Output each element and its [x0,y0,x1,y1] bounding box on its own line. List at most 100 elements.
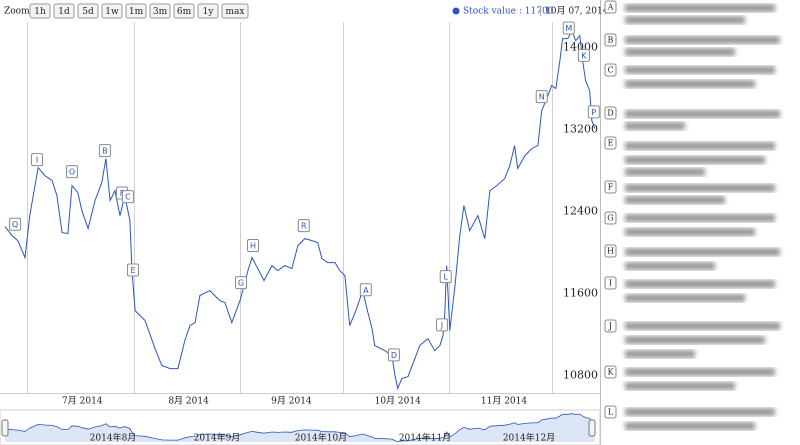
annotation-label[interactable]: I [36,156,38,165]
sidebar-letter[interactable]: B [608,36,614,45]
navigator-handle[interactable] [588,419,596,437]
sidebar-marker[interactable] [604,33,617,47]
sidebar-letter[interactable]: C [607,66,613,75]
annotation-label[interactable]: O [69,168,75,177]
zoom-button-label[interactable]: 1h [34,7,46,17]
annotation-flag[interactable] [297,219,310,233]
annotation-label[interactable]: R [301,222,307,231]
annotation-flag[interactable] [121,190,134,204]
zoom-button-label[interactable]: 1y [203,7,215,17]
blurred-text [625,262,715,270]
blurred-text [625,322,780,330]
blurred-text [625,228,755,236]
zoom-button-label[interactable]: max [226,7,245,17]
annotation-flag[interactable] [66,165,78,179]
zoom-button[interactable] [53,3,75,19]
annotation-flag[interactable] [31,153,44,167]
blurred-text [625,214,775,222]
annotation-flag[interactable] [9,217,22,231]
annotation-label[interactable]: D [391,351,397,360]
blurred-text [625,36,780,44]
annotation-label[interactable]: H [250,242,256,251]
sidebar-letter[interactable]: I [609,279,612,288]
annotation-label[interactable]: J [440,321,443,330]
sidebar-letter[interactable]: D [607,109,613,118]
annotation-flag[interactable] [439,270,452,284]
annotation-label[interactable]: N [539,93,545,102]
navigator-handle[interactable] [1,419,9,437]
annotation-label[interactable]: C [125,193,131,202]
blurred-text [625,156,765,164]
zoom-button-label[interactable]: 1w [105,7,119,17]
blurred-text [625,16,745,24]
sidebar-letter[interactable]: E [608,139,614,148]
zoom-button[interactable] [221,3,249,19]
zoom-button[interactable] [77,3,99,19]
annotation-flag[interactable] [577,48,590,62]
annotation-flag[interactable] [387,348,400,362]
sidebar-marker[interactable] [604,180,617,194]
blurred-text [625,280,775,288]
blurred-text [625,422,755,430]
blurred-text [625,408,775,416]
annotation-label[interactable]: L [443,273,448,282]
sidebar-letter[interactable]: G [607,214,613,223]
sidebar-marker[interactable] [604,276,617,290]
sidebar-letter[interactable]: H [607,247,614,256]
blurred-text [625,80,755,88]
sidebar-marker[interactable] [604,63,617,77]
sidebar-marker[interactable] [604,106,617,120]
sidebar-marker[interactable] [604,405,617,419]
zoom-button[interactable] [101,3,123,19]
sidebar-letter[interactable]: L [608,408,614,417]
blurred-text [625,248,780,256]
annotation-flag[interactable] [127,263,140,277]
annotation-flag[interactable] [587,105,600,119]
zoom-button[interactable] [125,3,147,19]
annotation-label[interactable]: K [581,51,587,60]
sidebar-letter[interactable]: A [607,3,614,12]
sidebar-letter[interactable]: K [608,368,615,377]
annotation-flag[interactable] [359,283,372,297]
zoom-button-label[interactable]: 1m [129,7,144,17]
annotation-label[interactable]: Q [12,220,18,229]
annotation-flag[interactable] [535,90,548,104]
zoom-button[interactable] [149,3,171,19]
annotation-flag[interactable] [98,144,111,158]
annotation-label[interactable]: M [565,24,572,33]
legend-date: 10月 07, 2014 [545,6,609,17]
blurred-text [625,66,775,74]
sidebar-marker[interactable] [604,319,617,333]
annotation-label[interactable]: A [363,286,369,295]
annotation-label[interactable]: P [591,108,596,117]
sidebar-letter[interactable]: J [608,322,612,331]
zoom-button-label[interactable]: 3m [153,7,168,17]
sidebar-marker[interactable] [604,365,617,379]
sidebar-marker[interactable] [604,244,617,258]
blurred-text [625,196,725,204]
annotation-flag[interactable] [247,239,260,253]
blurred-text [625,350,695,358]
annotation-flag[interactable] [235,276,248,290]
blurred-text [625,110,780,118]
sidebar-marker[interactable] [604,0,617,14]
zoom-button-label[interactable]: 5d [82,7,94,17]
sidebar-letter[interactable]: F [608,183,614,192]
annotation-flag[interactable] [435,318,448,332]
blurred-text [625,48,735,56]
navigator-label: 2014年12月 [503,432,555,444]
zoom-button-label[interactable]: 1d [58,7,70,17]
navigator-label: 2014年9月 [194,432,241,444]
annotation-label[interactable]: G [238,279,244,288]
annotation-flag[interactable] [562,21,575,35]
zoom-button-label[interactable]: 6m [177,7,192,17]
blurred-text [625,4,775,12]
sidebar-marker[interactable] [604,211,617,225]
zoom-button[interactable] [197,3,219,19]
zoom-button[interactable] [173,3,195,19]
zoom-button[interactable] [29,3,51,19]
annotation-label[interactable]: B [102,147,108,156]
sidebar-marker[interactable] [604,136,617,150]
annotation-label[interactable]: E [130,266,135,275]
